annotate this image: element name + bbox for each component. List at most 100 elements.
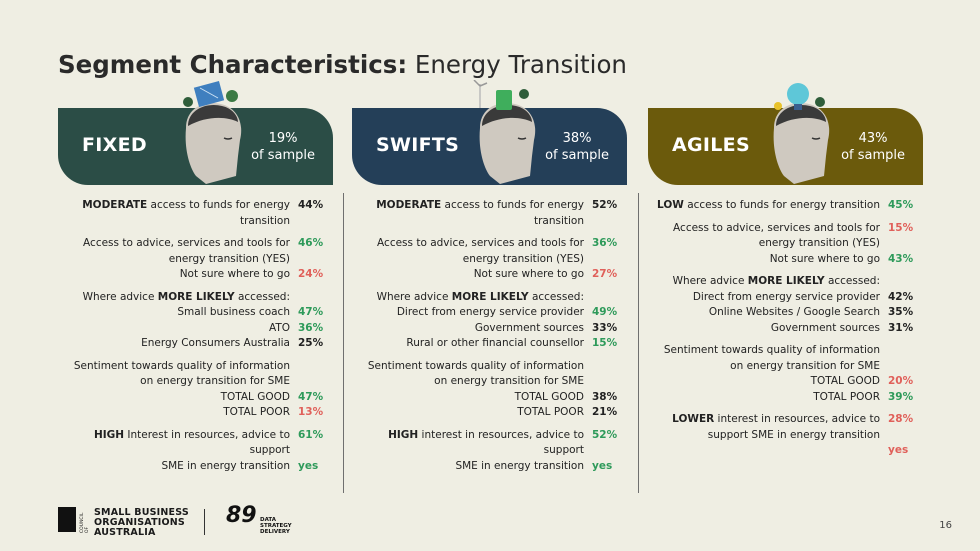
metric-label: Not sure where to go [654, 252, 880, 268]
segment-name: FIXED [82, 134, 147, 156]
metric-label-text: TOTAL GOOD [514, 390, 584, 403]
metric-label-text: Sentiment towards quality of information… [367, 359, 584, 388]
metric-label: Government sources [358, 321, 584, 337]
metric-label-text: Direct from energy service provider [692, 290, 880, 303]
metric-value: 21% [592, 406, 618, 418]
metric-label-emphasis: LOW [657, 199, 684, 211]
metric-label: SME in energy transition [64, 459, 290, 475]
metric-value: 45% [888, 199, 914, 211]
head-solar-panel-icon [183, 80, 242, 184]
metric-label: Sentiment towards quality of information… [64, 359, 290, 390]
metric-label: Small business coach [64, 305, 290, 321]
metric-label: LOW access to funds for energy transitio… [654, 198, 880, 214]
metric-label-text: access to funds for energy transition [683, 199, 880, 211]
metric-label-emphasis: MORE LIKELY [747, 275, 825, 287]
metric-label: Access to advice, services and tools for… [654, 221, 880, 252]
metric-label-text: ATO [268, 321, 290, 334]
council-logo-icon [58, 507, 76, 532]
metric-label: Where advice MORE LIKELY accessed: [654, 274, 880, 290]
metric-row: Online Websites / Google Search 35% [654, 305, 914, 321]
metric-row: Rural or other financial counsellor 15% [358, 336, 618, 352]
metric-label-text: access to funds for energy transition [147, 199, 290, 227]
metric-value: 20% [888, 375, 914, 387]
metric-label-text: accessed: [824, 275, 880, 287]
metric-row: Access to advice, services and tools for… [358, 236, 618, 267]
metric-label-text: SME in energy transition [161, 459, 290, 472]
metric-value: yes [888, 444, 909, 456]
metric-row: Sentiment towards quality of information… [64, 359, 324, 390]
metric-row: TOTAL GOOD 38% [358, 390, 618, 406]
metric-label: Direct from energy service provider [654, 290, 880, 306]
metric-value: 52% [592, 428, 618, 441]
page-number: 16 [939, 520, 952, 531]
metric-label-text: interest in resources, advice to support… [707, 413, 880, 441]
segment-pct-label: of sample [251, 148, 315, 163]
metric-label: Not sure where to go [358, 267, 584, 283]
metric-value: 38% [592, 390, 618, 403]
metric-block: LOWER interest in resources, advice to s… [654, 412, 914, 459]
metric-row: ATO 36% [64, 321, 324, 337]
metric-label-text: Where advice [82, 290, 158, 303]
org-line3: AUSTRALIA [94, 527, 156, 538]
segment-name: AGILES [672, 134, 750, 156]
metric-block: Sentiment towards quality of information… [64, 359, 324, 421]
metric-label: Sentiment towards quality of information… [358, 359, 584, 390]
metric-label-text: Where advice [672, 275, 748, 287]
column-divider [343, 193, 344, 493]
metric-value: 36% [298, 321, 324, 334]
metric-label-text: access to funds for energy transition [441, 199, 584, 227]
metric-label-emphasis: MODERATE [376, 199, 442, 211]
metric-label-text: Not sure where to go [179, 268, 290, 280]
metric-label-emphasis: HIGH [93, 428, 125, 441]
metric-row: Direct from energy service provider 42% [654, 290, 914, 306]
metric-label: TOTAL GOOD [358, 390, 584, 406]
metric-block: Access to advice, services and tools for… [358, 236, 618, 283]
metric-label-text: TOTAL POOR [517, 406, 584, 418]
head-lightbulb-icon [773, 83, 830, 184]
metric-label: Online Websites / Google Search [654, 305, 880, 321]
metric-value: 15% [888, 221, 914, 234]
metric-label-emphasis: MORE LIKELY [157, 290, 235, 303]
page-title: Segment Characteristics: Energy Transiti… [58, 50, 627, 79]
metric-block: Where advice MORE LIKELY accessed: Small … [64, 290, 324, 352]
metric-label: Direct from energy service provider [358, 305, 584, 321]
metric-row: TOTAL POOR 39% [654, 390, 914, 406]
metric-label: HIGH interest in resources, advice to su… [358, 428, 584, 459]
metric-label: Sentiment towards quality of information… [654, 343, 880, 374]
metric-row: Not sure where to go 27% [358, 267, 618, 283]
metric-row: TOTAL GOOD 20% [654, 374, 914, 390]
metric-label: Where advice MORE LIKELY accessed: [358, 290, 584, 306]
metric-value: 28% [888, 413, 914, 425]
metric-label: Rural or other financial counsellor [358, 336, 584, 352]
segment-pct-label: of sample [545, 148, 609, 163]
metric-label: Where advice MORE LIKELY accessed: [64, 290, 290, 306]
metric-value: 31% [888, 321, 914, 334]
segment-share: 19% of sample [251, 130, 315, 164]
metric-row: SME in energy transition yes [64, 459, 324, 475]
metric-label: SME in energy transition [358, 459, 584, 475]
metric-label-emphasis: LOWER [672, 413, 715, 425]
segment-pct: 43% [858, 131, 888, 146]
metric-label-text: accessed: [234, 290, 290, 303]
metric-block: Sentiment towards quality of information… [358, 359, 618, 421]
metric-label: TOTAL POOR [64, 405, 290, 421]
metric-label-text: TOTAL POOR [813, 390, 880, 403]
segment-pct: 19% [268, 131, 298, 146]
metric-value: 44% [298, 199, 324, 211]
metric-row: Not sure where to go 24% [64, 267, 324, 283]
metric-label: TOTAL GOOD [654, 374, 880, 390]
council-text: COUNCIL OF [80, 512, 90, 533]
metric-value: yes [298, 459, 319, 472]
segment-pct: 38% [562, 131, 592, 146]
metric-value: 35% [888, 306, 914, 318]
metric-label-text: Direct from energy service provider [396, 306, 584, 318]
metric-row: MODERATE access to funds for energy tran… [358, 198, 618, 229]
segment-share: 38% of sample [545, 130, 609, 164]
metric-value: 24% [298, 268, 324, 280]
metric-row: MODERATE access to funds for energy tran… [64, 198, 324, 229]
logo-89-degrees: 89 [226, 503, 257, 528]
metric-row: yes [654, 443, 914, 459]
metric-block: Access to advice, services and tools for… [654, 221, 914, 268]
metric-label-text: Rural or other financial counsellor [406, 337, 584, 349]
metric-value: 27% [592, 268, 618, 280]
